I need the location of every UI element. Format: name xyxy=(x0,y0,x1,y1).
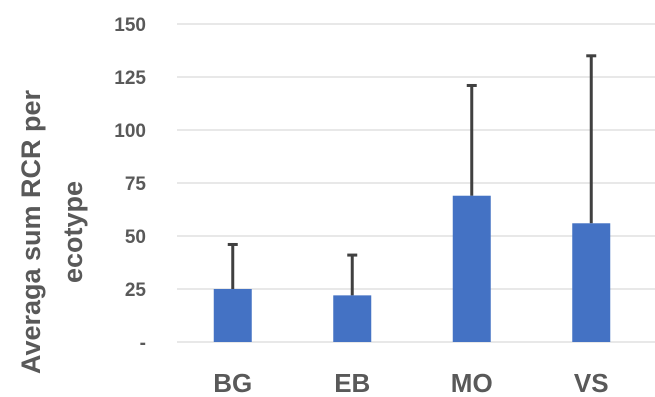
y-tick-label: 150 xyxy=(114,15,146,36)
y-tick-label: - xyxy=(140,333,146,354)
y-tick-label: 50 xyxy=(125,227,146,248)
y-tick-label: 125 xyxy=(114,68,146,89)
y-axis-title-line-1: Averaga sum RCR per xyxy=(16,89,46,374)
y-tick-label: 25 xyxy=(125,280,147,301)
y-axis-title: Averaga sum RCR per ecotype xyxy=(16,89,88,374)
bar-eb xyxy=(333,295,372,342)
bar-vs xyxy=(572,223,611,342)
error-bars xyxy=(227,54,597,296)
y-tick-label: 75 xyxy=(125,174,147,195)
y-axis-title-line-2: ecotype xyxy=(58,181,88,283)
bar-bg xyxy=(213,289,252,342)
x-tick-label: BG xyxy=(213,368,252,397)
x-tick-label: MO xyxy=(451,368,493,397)
x-tick-label: EB xyxy=(334,368,370,397)
y-axis-ticks: - 25 50 75 100 125 150 xyxy=(114,15,146,354)
y-tick-label: 100 xyxy=(114,121,146,142)
bar-mo xyxy=(452,195,491,342)
x-axis-ticks: BG EB MO VS xyxy=(213,368,608,397)
x-tick-label: VS xyxy=(574,368,609,397)
gridlines xyxy=(177,23,655,343)
bars xyxy=(213,195,611,342)
